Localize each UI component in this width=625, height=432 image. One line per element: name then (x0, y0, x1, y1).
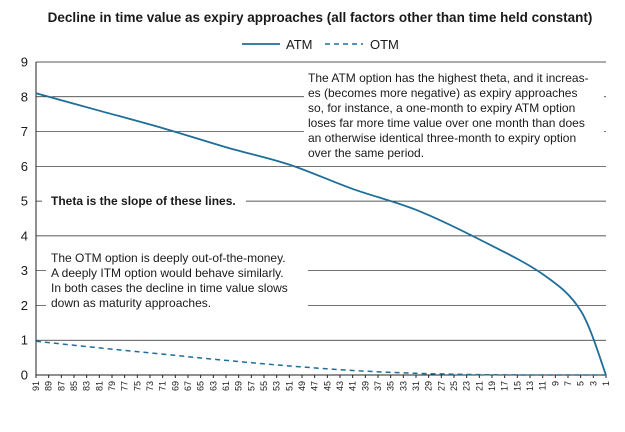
x-tick-label: 83 (82, 381, 92, 391)
x-tick-label: 63 (208, 381, 218, 391)
x-tick-label: 75 (132, 381, 142, 391)
x-tick-label: 21 (474, 381, 484, 391)
x-tick-label: 37 (373, 381, 383, 391)
x-tick-label: 3 (588, 381, 598, 386)
x-tick-label: 23 (462, 381, 472, 391)
y-axis: 0 1 2 3 4 5 6 7 8 9 (21, 55, 28, 383)
x-tick-label: 87 (56, 381, 66, 391)
legend-otm-label: OTM (370, 37, 399, 52)
y-tick-label: 1 (21, 333, 28, 348)
series (35, 92, 607, 376)
annotation-atm-line: The ATM option has the highest theta, an… (308, 71, 589, 85)
annotation-otm-line: A deeply ITM option would behave similar… (51, 266, 284, 280)
x-tick-label: 69 (170, 381, 180, 391)
y-tick-label: 4 (21, 228, 28, 243)
x-tick-label: 35 (386, 381, 396, 391)
x-tick-label: 17 (500, 381, 510, 391)
x-tick-label: 81 (94, 381, 104, 391)
y-tick-label: 5 (21, 194, 28, 209)
chart-title: Decline in time value as expiry approach… (48, 10, 593, 25)
x-tick-label: 91 (31, 381, 41, 391)
x-tick-label: 41 (348, 381, 358, 391)
otm-note-background (46, 248, 308, 314)
x-tick-label: 85 (69, 381, 79, 391)
atm-note-background (304, 68, 604, 162)
x-tick-label: 29 (424, 381, 434, 391)
y-tick-label: 2 (21, 298, 28, 313)
annotation-atm-line: so, for instance, a one-month to expiry … (308, 101, 575, 115)
annotation-atm-line: an otherwise identical three-month to ex… (308, 131, 576, 145)
x-tick-label: 55 (259, 381, 269, 391)
x-tick-label: 25 (449, 381, 459, 391)
x-tick-label: 77 (120, 381, 130, 391)
annotation-atm-line: over the same period. (308, 146, 424, 160)
legend: ATM OTM (242, 37, 399, 52)
annotation-otm-line: The OTM option is deeply out-of-the-mone… (51, 251, 286, 265)
y-tick-label: 0 (21, 368, 28, 383)
x-tick-label: 89 (44, 381, 54, 391)
x-tick-label: 57 (246, 381, 256, 391)
x-tick-label: 53 (272, 381, 282, 391)
x-tick-label: 7 (563, 381, 573, 386)
annotation-theta: Theta is the slope of these lines. (51, 194, 236, 208)
x-axis: 91 89 87 85 83 81 79 77 75 73 71 69 67 65 63 61 59 57 55 53… (31, 375, 611, 391)
x-tick-label: 45 (322, 381, 332, 391)
y-tick-label: 7 (21, 124, 28, 139)
x-tick-label: 31 (411, 381, 421, 391)
x-tick-label: 13 (525, 381, 535, 391)
annotation-otm: The OTM option is deeply out-of-the-mone… (51, 251, 288, 310)
x-tick-label: 47 (310, 381, 320, 391)
x-tick-label: 65 (196, 381, 206, 391)
x-tick-label: 19 (487, 381, 497, 391)
x-tick-label: 61 (221, 381, 231, 391)
x-tick-label: 15 (512, 381, 522, 391)
annotation-otm-line: In both cases the decline in time value … (51, 281, 288, 295)
series-line-otm (35, 340, 606, 376)
y-tick-label: 9 (21, 55, 28, 70)
x-tick-label: 9 (550, 381, 560, 386)
series-line-atm (35, 92, 607, 376)
x-tick-label: 73 (145, 381, 155, 391)
x-tick-label: 71 (158, 381, 168, 391)
annotation-otm-line: down as maturity approaches. (51, 296, 211, 310)
x-tick-label: 5 (576, 381, 586, 386)
x-tick-label: 79 (107, 381, 117, 391)
annotation-atm-line: es (becomes more negative) as expiry app… (308, 86, 577, 100)
x-tick-label: 39 (360, 381, 370, 391)
x-tick-label: 11 (538, 381, 548, 390)
legend-atm-label: ATM (286, 37, 312, 52)
y-tick-label: 6 (21, 159, 28, 174)
theta-note-background (42, 191, 246, 211)
y-tick-label: 3 (21, 263, 28, 278)
x-tick-label: 51 (284, 381, 294, 391)
x-tick-label: 67 (183, 381, 193, 391)
x-tick-label: 1 (601, 381, 611, 386)
y-tick-label: 8 (21, 89, 28, 104)
x-tick-label: 49 (297, 381, 307, 391)
annotation-atm-line: loses far more time value over one month… (308, 116, 585, 130)
x-tick-label: 33 (398, 381, 408, 391)
annotation-atm: The ATM option has the highest theta, an… (308, 71, 589, 160)
x-tick-label: 27 (436, 381, 446, 391)
x-tick-label: 43 (335, 381, 345, 391)
x-tick-label: 59 (234, 381, 244, 391)
